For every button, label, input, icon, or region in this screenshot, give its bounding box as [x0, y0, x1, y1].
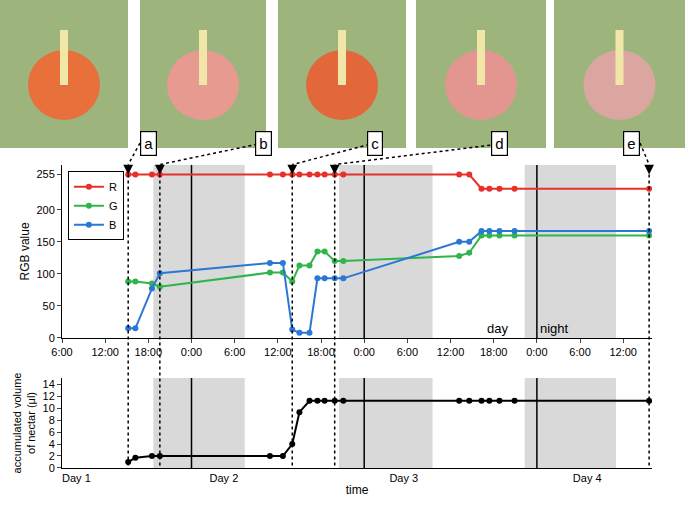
svg-text:12:00: 12:00	[91, 346, 119, 358]
svg-text:6:00: 6:00	[397, 346, 418, 358]
svg-text:a: a	[144, 135, 153, 152]
svg-text:time: time	[346, 483, 369, 497]
svg-text:G: G	[109, 200, 118, 212]
svg-text:4: 4	[49, 438, 55, 450]
svg-text:Day 2: Day 2	[210, 472, 239, 484]
svg-text:e: e	[627, 135, 635, 152]
svg-text:b: b	[259, 135, 267, 152]
svg-text:18:00: 18:00	[135, 346, 163, 358]
svg-text:day: day	[487, 321, 508, 336]
svg-text:100: 100	[36, 268, 54, 280]
svg-text:50: 50	[43, 300, 55, 312]
svg-text:B: B	[109, 219, 116, 231]
svg-text:6:00: 6:00	[51, 346, 72, 358]
svg-text:Day 4: Day 4	[573, 472, 602, 484]
svg-text:18:00: 18:00	[480, 346, 508, 358]
svg-text:6:00: 6:00	[569, 346, 590, 358]
svg-text:8: 8	[49, 414, 55, 426]
svg-text:12:00: 12:00	[609, 346, 637, 358]
svg-text:6:00: 6:00	[224, 346, 245, 358]
svg-text:12:00: 12:00	[264, 346, 292, 358]
svg-text:150: 150	[36, 236, 54, 248]
svg-text:0: 0	[49, 332, 55, 344]
svg-text:2: 2	[49, 450, 55, 462]
svg-text:18:00: 18:00	[307, 346, 335, 358]
svg-text:RGB value: RGB value	[18, 222, 32, 280]
svg-text:c: c	[371, 135, 379, 152]
svg-text:0:00: 0:00	[526, 346, 547, 358]
svg-text:Day 1: Day 1	[62, 472, 91, 484]
svg-text:6: 6	[49, 426, 55, 438]
svg-text:0:00: 0:00	[181, 346, 202, 358]
svg-text:200: 200	[36, 204, 54, 216]
svg-text:12: 12	[43, 390, 55, 402]
svg-text:R: R	[109, 181, 117, 193]
svg-text:10: 10	[43, 402, 55, 414]
svg-text:Day 3: Day 3	[389, 472, 418, 484]
svg-text:14: 14	[43, 378, 55, 390]
svg-text:12:00: 12:00	[437, 346, 465, 358]
svg-text:d: d	[495, 135, 503, 152]
svg-text:night: night	[540, 321, 569, 336]
svg-text:0: 0	[49, 462, 55, 474]
svg-text:255: 255	[36, 168, 54, 180]
svg-text:accumulated volumeof nectar (μ: accumulated volumeof nectar (μl)	[11, 373, 37, 474]
svg-text:0:00: 0:00	[353, 346, 374, 358]
